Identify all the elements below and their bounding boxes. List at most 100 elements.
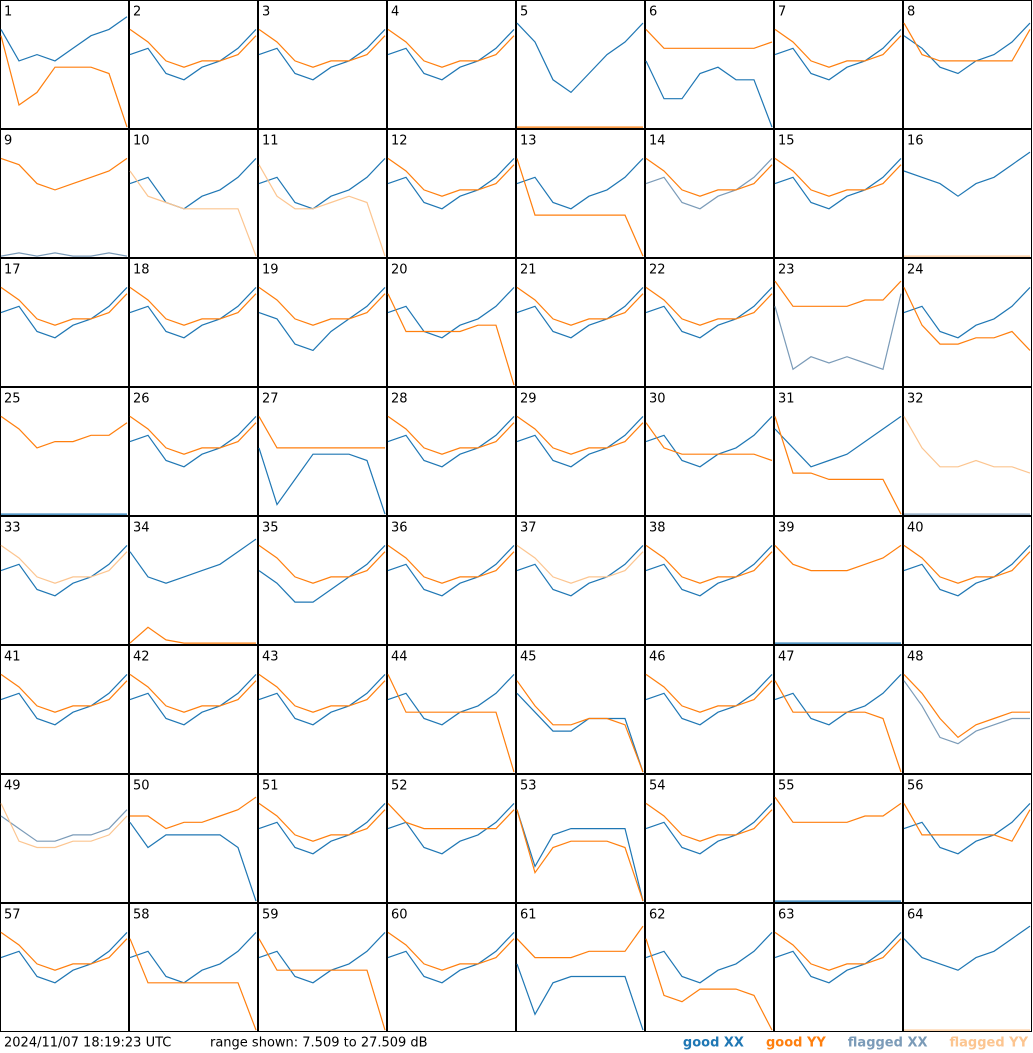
panel-title: 6: [649, 5, 657, 20]
panel-title: 50: [133, 779, 150, 794]
panel-frame: [258, 903, 387, 1032]
panel-title: 59: [262, 908, 279, 923]
spectrum-line: [258, 286, 386, 352]
spectrum-line: [258, 673, 386, 726]
panel-title: 2: [133, 5, 141, 20]
panel-title: 55: [778, 779, 795, 794]
spectrum-line: [774, 544, 902, 572]
panel-frame: [129, 903, 258, 1032]
spectrum-line: [903, 151, 1031, 197]
spectrum-line: [516, 157, 644, 210]
spectrum-line: [645, 157, 773, 210]
spectrum-line: [774, 293, 902, 371]
spectrum-line: [129, 28, 257, 68]
spectrum-line: [258, 673, 386, 713]
panel-title: 5: [520, 5, 528, 20]
panel-title: 42: [133, 650, 150, 665]
spectrum-line: [774, 680, 902, 773]
spectrum-line: [645, 931, 773, 984]
spectrum-line: [645, 422, 773, 462]
panel-frame: [774, 645, 903, 774]
spectrum-line: [903, 22, 1031, 62]
panel-title: 39: [778, 521, 795, 536]
panel-frame: [129, 387, 258, 516]
spectrum-line: [0, 803, 128, 849]
spectrum-line: [387, 674, 515, 773]
spectrum-line: [129, 931, 257, 984]
panel-title: 57: [4, 908, 21, 923]
legend-entry: good XX: [683, 1036, 744, 1051]
spectrum-line: [129, 938, 257, 1031]
spectrum-line: [516, 22, 644, 94]
spectrum-line: [258, 164, 386, 257]
panel-frame: [129, 129, 258, 258]
spectrum-line: [0, 673, 128, 726]
panel-frame: [0, 0, 129, 129]
spectrum-line: [903, 802, 1031, 855]
spectrum-line: [774, 673, 902, 726]
spectrum-line: [774, 415, 902, 468]
spectrum-line: [774, 931, 902, 984]
spectrum-line: [387, 544, 515, 584]
panel-frame: [645, 0, 774, 129]
spectrum-line: [0, 544, 128, 584]
panel-title: 3: [262, 5, 270, 20]
panel-title: 44: [391, 650, 408, 665]
panel-title: 18: [133, 263, 150, 278]
spectrum-line: [129, 821, 257, 902]
panel-title: 58: [133, 908, 150, 923]
spectrum-line: [516, 692, 644, 773]
spectrum-line: [129, 157, 257, 210]
panel-title: 19: [262, 263, 279, 278]
spectrum-line: [516, 680, 644, 773]
spectrum-line: [258, 544, 386, 584]
spectrum-line: [387, 415, 515, 468]
spectrum-line: [258, 447, 386, 515]
spectrum-line: [258, 286, 386, 326]
panel-frame: [774, 387, 903, 516]
spectrum-line: [774, 416, 902, 515]
spectrum-line: [258, 157, 386, 210]
panel-frame: [516, 129, 645, 258]
spectrum-line: [258, 802, 386, 855]
panel-frame: [903, 903, 1032, 1032]
spectrum-line: [258, 938, 386, 1031]
spectrum-line: [258, 28, 386, 68]
panel-title: 22: [649, 263, 666, 278]
panel-frame: [129, 774, 258, 903]
panel-title: 16: [907, 134, 924, 149]
spectrum-line: [0, 35, 128, 128]
spectrum-line: [129, 415, 257, 468]
panel-title: 4: [391, 5, 399, 20]
spectrum-line: [903, 925, 1031, 971]
spectrum-line: [387, 931, 515, 984]
panel-title: 7: [778, 5, 786, 20]
panel-frame: [258, 129, 387, 258]
panel-title: 54: [649, 779, 666, 794]
spectrum-line: [129, 673, 257, 726]
spectrum-line: [645, 60, 773, 128]
spectrum-line: [516, 809, 644, 902]
spectrum-line: [903, 680, 1030, 745]
spectrum-line: [645, 286, 773, 326]
panel-title: 53: [520, 779, 537, 794]
panel-title: 41: [4, 650, 21, 665]
panel-title: 32: [907, 392, 924, 407]
spectrum-line: [387, 931, 515, 971]
panel-frame: [903, 258, 1032, 387]
spectrum-line: [645, 938, 773, 1031]
spectrum-line: [129, 286, 257, 326]
panel-title: 35: [262, 521, 279, 536]
panel-frame: [774, 258, 903, 387]
panel-title: 52: [391, 779, 408, 794]
spectrum-line: [258, 28, 386, 81]
spectrum-line: [258, 544, 386, 603]
panel-title: 62: [649, 908, 666, 923]
panel-title: 47: [778, 650, 795, 665]
panel-title: 38: [649, 521, 666, 536]
panel-frame: [387, 774, 516, 903]
spectrum-line: [774, 280, 902, 307]
spectrum-line: [387, 802, 515, 830]
spectrum-line: [258, 931, 386, 984]
